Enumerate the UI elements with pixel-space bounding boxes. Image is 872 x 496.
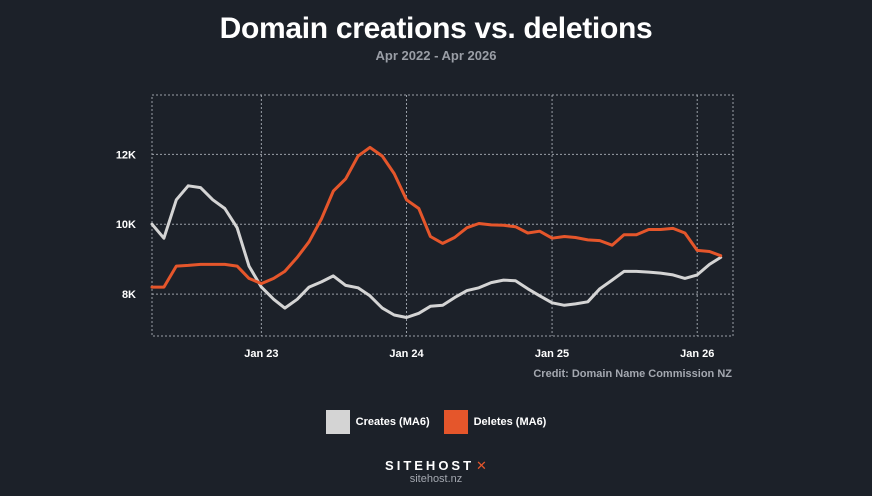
chart-title: Domain creations vs. deletions [219, 12, 653, 45]
y-tick-label: 10K [116, 219, 136, 231]
legend: Creates (MA6) Deletes (MA6) [0, 410, 872, 434]
legend-swatch-deletes [443, 410, 468, 434]
legend-label-creates: Creates (MA6) [355, 416, 430, 428]
chart-subtitle: Apr 2022 - Apr 2026 [375, 48, 497, 63]
chart-area: 8K 10K 12K Jan 23 Jan 24 Jan 25 Jan 26 [116, 94, 734, 360]
x-tick-label: Jan 26 [680, 348, 714, 360]
credit-note: Credit: Domain Name Commission NZ [533, 368, 732, 380]
brand-url: sitehost.nz [409, 473, 463, 485]
legend-label-deletes: Deletes (MA6) [473, 416, 547, 428]
brand-name: SITEHOST [385, 458, 475, 473]
x-tick-label: Jan 25 [535, 348, 569, 360]
x-tick-label: Jan 23 [244, 348, 278, 360]
x-tick-label: Jan 24 [389, 348, 424, 360]
legend-item-deletes: Deletes (MA6) [443, 410, 547, 434]
series-line-deletes [150, 145, 723, 289]
brand-x-icon: ✕ [476, 458, 487, 473]
y-tick-label: 8K [122, 289, 136, 301]
series-line-creates [150, 184, 723, 319]
y-tick-label: 12K [116, 149, 136, 161]
legend-swatch-creates [325, 410, 350, 434]
legend-item-creates: Creates (MA6) [325, 410, 430, 434]
plot-frame [151, 94, 734, 337]
brand-logo: SITEHOST ✕ [0, 458, 872, 474]
